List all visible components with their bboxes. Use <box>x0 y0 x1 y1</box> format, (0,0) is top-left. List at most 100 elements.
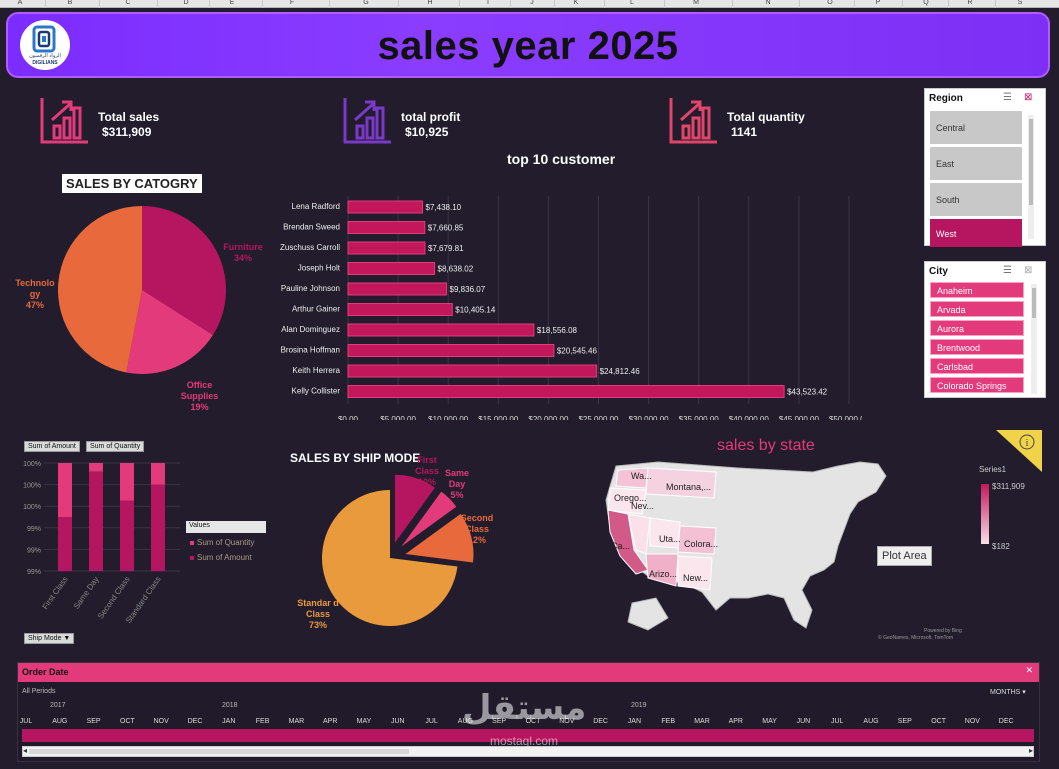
sum-of-amount-button[interactable]: Sum of Amount <box>24 441 80 452</box>
ship-mode-filter-button[interactable]: Ship Mode ▼ <box>24 633 75 644</box>
column-header[interactable]: M <box>693 0 699 6</box>
timeline-month[interactable]: OCT <box>120 718 135 725</box>
timeline-month[interactable]: SEP <box>492 718 507 725</box>
info-icon[interactable]: i <box>996 430 1042 472</box>
column-header[interactable]: I <box>487 0 489 6</box>
pie-slice-technology[interactable] <box>58 206 142 373</box>
timeline-month[interactable]: JUL <box>425 718 438 725</box>
timeline-clear-icon[interactable]: ✕ <box>1025 665 1033 675</box>
ship-mode-pie-chart[interactable] <box>300 468 480 628</box>
timeline-month[interactable]: AUG <box>52 718 68 725</box>
column-header[interactable]: J <box>530 0 534 6</box>
timeline-month[interactable]: DEC <box>593 718 608 725</box>
region-item-south[interactable]: South <box>930 183 1022 216</box>
state-montana[interactable] <box>645 467 717 499</box>
timeline-month[interactable]: MAY <box>762 718 777 725</box>
city-scrollbar[interactable] <box>1031 284 1037 394</box>
column-header[interactable]: F <box>289 0 295 6</box>
timeline-level-selector[interactable]: MONTHS ▾ <box>990 688 1026 696</box>
timeline-month[interactable]: OCT <box>525 718 541 725</box>
bar[interactable] <box>347 262 436 275</box>
stacked-bar-segment[interactable] <box>151 484 165 571</box>
ship-mode-stacked-bar-chart[interactable]: 100%100%100%99%99%99%First Class Same Day… <box>14 455 184 635</box>
timeline-month[interactable]: AUG <box>457 718 473 725</box>
timeline-month[interactable]: JAN <box>627 718 642 725</box>
us-map[interactable] <box>598 458 898 643</box>
timeline-month[interactable]: DEC <box>187 718 203 725</box>
scroll-thumb[interactable] <box>29 749 409 754</box>
bar[interactable] <box>347 303 453 316</box>
state-arizona[interactable] <box>645 553 679 587</box>
state-oregon[interactable] <box>607 487 647 515</box>
timeline-month[interactable]: SEP <box>86 718 101 725</box>
bar[interactable] <box>347 200 424 214</box>
timeline-month[interactable]: JUN <box>796 718 811 725</box>
city-item[interactable]: Arvada <box>930 301 1024 317</box>
stacked-bar-segment[interactable] <box>151 463 165 485</box>
column-header[interactable]: D <box>183 0 189 6</box>
multi-select-icon[interactable]: ☰ <box>1003 265 1012 276</box>
city-item[interactable]: Brentwood <box>930 339 1024 355</box>
column-header[interactable]: Q <box>923 0 929 6</box>
stacked-bar-segment[interactable] <box>58 517 72 571</box>
timeline-scrollbar[interactable]: ◂ ▸ <box>22 746 1034 757</box>
category-pie-chart[interactable] <box>58 192 230 390</box>
top-customers-bar-chart[interactable]: $0.00 $5,000.00 $10,000.00 $15,000.00 $20,00… <box>262 194 862 420</box>
stacked-bar-segment[interactable] <box>58 463 72 517</box>
stacked-bar-segment[interactable] <box>120 463 134 501</box>
pie-slice-same-day[interactable] <box>401 491 457 547</box>
timeline-month[interactable]: NOV <box>153 718 169 725</box>
city-item[interactable]: Carlsbad <box>930 358 1024 374</box>
state-new-mexico[interactable] <box>677 555 713 591</box>
timeline-month[interactable]: JUN <box>390 718 405 725</box>
sum-of-quantity-button[interactable]: Sum of Quantity <box>86 441 145 452</box>
timeline-month[interactable]: JAN <box>222 718 236 725</box>
bar[interactable] <box>347 323 535 337</box>
column-header[interactable]: B <box>67 0 73 6</box>
pie-slice-first-class[interactable] <box>394 474 435 543</box>
bar[interactable] <box>347 385 785 398</box>
city-item[interactable]: Colorado Springs <box>930 377 1024 393</box>
timeline-month[interactable]: FEB <box>255 718 270 725</box>
multi-select-icon[interactable]: ☰ <box>1003 92 1012 103</box>
column-header[interactable]: N <box>765 0 771 6</box>
state-colorado[interactable] <box>677 525 717 555</box>
column-header[interactable]: C <box>125 0 131 6</box>
region-item-central[interactable]: Central <box>930 111 1022 144</box>
timeline-month[interactable]: NOV <box>964 718 980 725</box>
bar[interactable] <box>347 221 426 234</box>
timeline-selection-bar[interactable] <box>22 729 1034 742</box>
column-header[interactable]: S <box>1017 0 1023 6</box>
timeline-month[interactable]: OCT <box>931 718 946 725</box>
timeline-month[interactable]: AUG <box>863 718 879 725</box>
column-header[interactable]: A <box>17 0 23 6</box>
column-header[interactable]: O <box>827 0 833 6</box>
region-item-east[interactable]: East <box>930 147 1022 180</box>
stacked-bar-segment[interactable] <box>120 500 134 571</box>
column-header[interactable]: K <box>573 0 579 6</box>
pie-slice-office-supplies[interactable] <box>126 290 213 374</box>
timeline-month[interactable]: DEC <box>998 718 1014 725</box>
bar[interactable] <box>347 282 448 296</box>
timeline-month[interactable]: NOV <box>559 718 575 725</box>
scroll-right-icon[interactable]: ▸ <box>1028 746 1033 755</box>
region-item-west[interactable]: West <box>930 219 1022 247</box>
clear-filter-icon[interactable]: ⊠ <box>1024 92 1033 103</box>
timeline-month[interactable]: FEB <box>661 718 675 725</box>
column-header[interactable]: R <box>967 0 973 6</box>
timeline-month[interactable]: SEP <box>897 718 912 725</box>
pie-slice-standard-class[interactable] <box>322 490 458 626</box>
timeline-month[interactable]: JUL <box>19 718 33 725</box>
timeline-month[interactable]: APR <box>728 718 743 725</box>
timeline-month[interactable]: MAR <box>694 718 710 725</box>
stacked-bar-segment[interactable] <box>89 471 103 571</box>
column-header[interactable]: P <box>875 0 881 6</box>
bar[interactable] <box>347 344 555 357</box>
timeline-month[interactable]: MAY <box>356 718 372 725</box>
clear-filter-icon[interactable]: ⊠ <box>1024 265 1033 276</box>
stacked-bar-segment[interactable] <box>89 463 103 472</box>
bar[interactable] <box>347 241 426 255</box>
pie-slice-furniture[interactable] <box>142 206 226 336</box>
region-scrollbar[interactable] <box>1028 115 1034 239</box>
city-item[interactable]: Aurora <box>930 320 1024 336</box>
